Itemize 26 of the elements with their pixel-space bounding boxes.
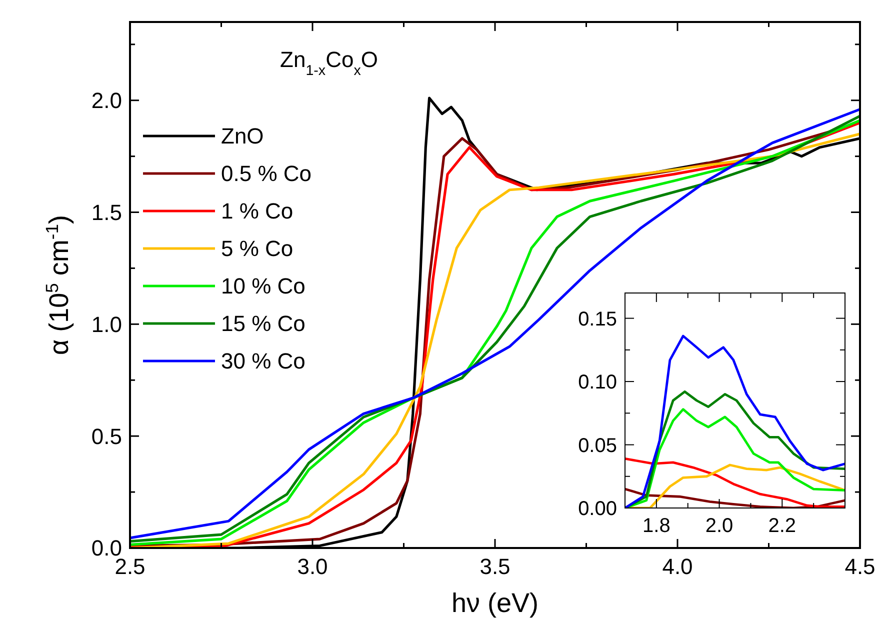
text: Zn$_{1-x}$Co$_{x}$O: [280, 47, 378, 79]
legend-label: 10 % Co: [221, 274, 306, 299]
x-axis-title: hν (eV): [451, 588, 539, 618]
y-tick-label: 1.0: [91, 312, 122, 337]
y-tick-label: 0.10: [578, 372, 617, 394]
y-tick-label: 1.5: [91, 200, 122, 225]
legend-label: 15 % Co: [221, 311, 306, 336]
legend-label: 5 % Co: [221, 236, 294, 262]
x-tick-label: 4.0: [662, 554, 693, 579]
legend-label: 30 % Co: [221, 348, 306, 374]
x-tick-label: 3.5: [480, 554, 510, 579]
y-tick-label: 2.0: [91, 88, 122, 114]
y-tick-label: 0.05: [578, 434, 617, 457]
y-tick-label: 0.15: [578, 308, 617, 330]
y-tick-label: 0.00: [578, 498, 617, 520]
line-series: [625, 334, 845, 508]
y-tick-label: 0.5: [91, 424, 122, 449]
legend-label: ZnO: [221, 124, 264, 149]
legend-label: 1 % Co: [221, 198, 294, 224]
x-tick-label: 2.0: [705, 515, 734, 537]
x-tick-label: 4.5: [844, 554, 876, 579]
x-tick-label: 1.8: [642, 515, 670, 537]
line-series: [625, 488, 845, 508]
x-tick-label: 2.2: [768, 515, 796, 537]
legend-label: 0.5 % Co: [221, 161, 312, 186]
x-tick-label: 3.0: [297, 554, 328, 579]
